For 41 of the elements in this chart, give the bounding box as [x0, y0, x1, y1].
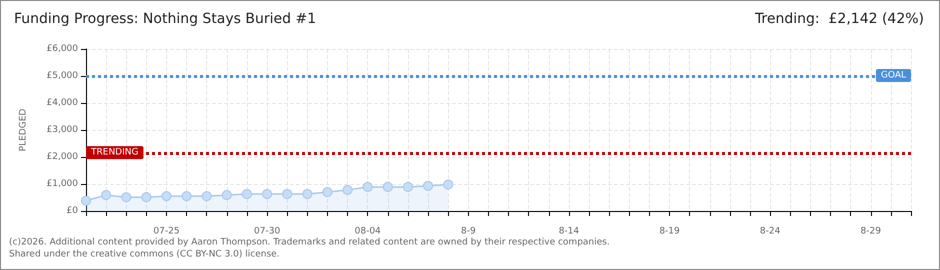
point [81, 196, 91, 206]
x-tick-label: 8-9 [460, 226, 476, 236]
point [262, 188, 272, 199]
y-tick-label: £6,000 [46, 44, 78, 54]
point [302, 188, 312, 199]
point [423, 180, 434, 191]
point [242, 188, 252, 199]
x-tick-label: 08-04 [354, 226, 382, 236]
point [362, 182, 373, 192]
y-tick-label: £4,000 [46, 98, 78, 108]
point [182, 191, 192, 202]
y-tick-label: £5,000 [46, 71, 78, 81]
chart-subtitle: Trending: £2,142 (42%) [754, 11, 924, 27]
ref-line-label: TRENDING [90, 148, 138, 158]
point [141, 192, 152, 202]
point [322, 187, 332, 198]
y-tick-label: £0 [66, 206, 78, 216]
x-tick-label: 8-14 [558, 226, 580, 236]
ref-line-label: GOAL [880, 70, 906, 80]
point [382, 182, 393, 192]
point [282, 188, 292, 199]
point [161, 191, 172, 202]
point [222, 190, 232, 200]
x-tick-label: 07-25 [153, 226, 180, 236]
text: (c)2026. Additional content provided by Aaron Thompson. Trademarks and related content are owned by their respective companies. [9, 238, 610, 248]
x-tick-label: 8-19 [659, 226, 680, 236]
text: Shared under the creative commons (CC BY-NC 3.0) license. [9, 250, 280, 260]
point [121, 192, 132, 202]
chart-title: Funding Progress: Nothing Stays Buried #1 [14, 11, 316, 27]
point [342, 184, 353, 195]
point [443, 180, 454, 190]
point [402, 182, 413, 192]
y-tick-label: £3,000 [46, 125, 78, 135]
point [101, 190, 112, 200]
x-tick-label: 8-24 [760, 226, 781, 236]
y-tick-label: £1,000 [46, 179, 78, 189]
x-tick-label: 8-29 [860, 226, 882, 236]
x-tick-label: 07-30 [254, 226, 280, 236]
point [202, 191, 212, 202]
y-tick-label: £2,000 [46, 152, 78, 162]
y-axis-title: PLEDGED [18, 108, 28, 152]
